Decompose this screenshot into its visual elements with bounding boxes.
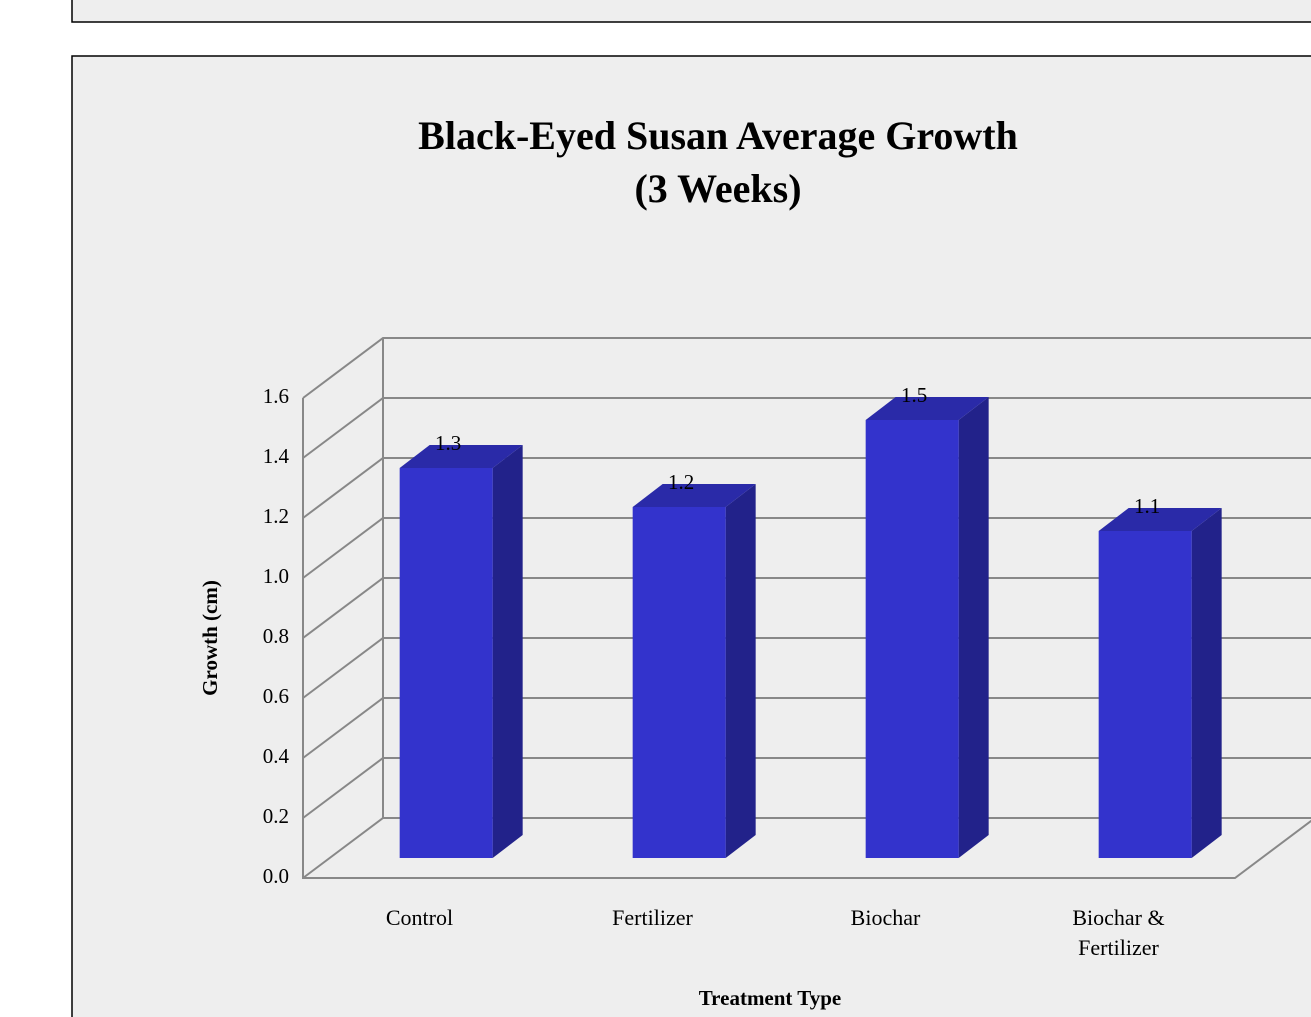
- value-label: 1.5: [901, 383, 927, 407]
- grid-line: [302, 577, 1311, 639]
- chart-title: Black-Eyed Susan Average Growth: [418, 113, 1018, 158]
- chart-subtitle: (3 Weeks): [634, 166, 801, 211]
- bar-top: [865, 397, 989, 420]
- bar-side: [1191, 508, 1222, 858]
- top-panel: [71, 0, 1311, 23]
- value-label: 1.2: [668, 470, 694, 494]
- bar-top: [399, 445, 523, 468]
- y-axis-label: Growth (cm): [198, 580, 222, 696]
- bar: [399, 468, 493, 858]
- y-tick-label: 0.0: [263, 864, 289, 888]
- y-tick-label: 1.2: [263, 504, 289, 528]
- grid-line: [302, 757, 1311, 819]
- value-label: 1.3: [435, 431, 461, 455]
- bar: [1098, 531, 1192, 858]
- y-tick-label: 1.4: [263, 444, 290, 468]
- grid-line: [302, 337, 1311, 399]
- grid-line: [302, 637, 1311, 699]
- y-tick-label: 0.8: [263, 624, 289, 648]
- x-tick-label: Control: [385, 905, 454, 930]
- x-axis-label: Treatment Type: [699, 986, 842, 1010]
- bar-side: [492, 445, 523, 858]
- bar-top: [632, 484, 756, 507]
- bar: [865, 420, 959, 858]
- bar: [632, 507, 726, 858]
- x-tick-label: Fertilizer: [612, 905, 693, 930]
- y-tick-label: 0.4: [263, 744, 290, 768]
- y-tick-label: 1.0: [263, 564, 289, 588]
- y-tick-label: 1.6: [263, 384, 289, 408]
- value-label: 1.1: [1134, 494, 1160, 518]
- x-tick-label: Biochar & Fertilizer: [1072, 905, 1165, 960]
- bar-top: [1098, 508, 1222, 531]
- y-tick-label: 0.2: [263, 804, 289, 828]
- grid-line: [302, 697, 1311, 759]
- bar-side: [958, 397, 989, 858]
- y-tick-label: 0.6: [263, 684, 289, 708]
- grid-line: [302, 397, 1311, 459]
- bar-side: [725, 484, 756, 858]
- x-tick-label: Biochar: [850, 905, 921, 930]
- grid-line: [302, 457, 1311, 519]
- grid-line: [302, 817, 1311, 879]
- grid-line: [302, 517, 1311, 579]
